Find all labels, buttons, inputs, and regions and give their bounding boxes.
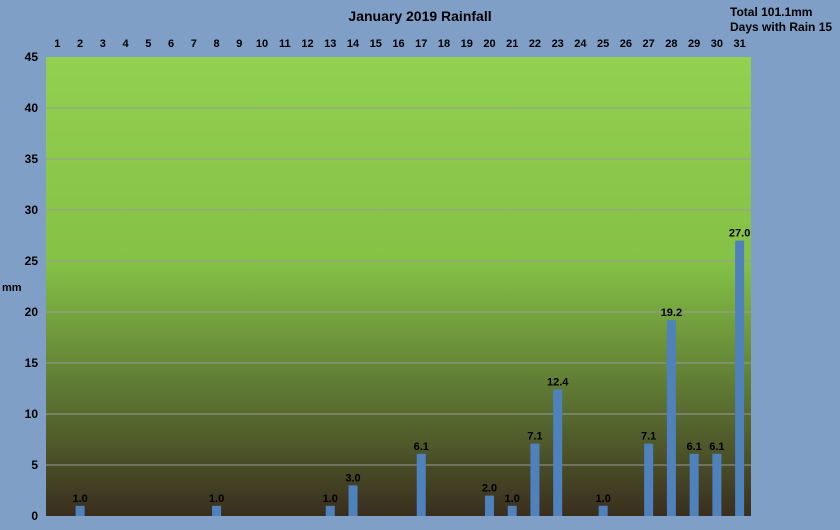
x-tick-label: 18 bbox=[438, 38, 450, 50]
x-tick-label: 28 bbox=[665, 38, 677, 50]
x-tick-label: 4 bbox=[123, 38, 130, 50]
x-tick-label: 24 bbox=[574, 38, 587, 50]
x-tick-labels: 1 2 3 4 5 6 7 8 9 10 11 12 13 14 15 16 17 18 19 20 21 22 23 24 2… bbox=[54, 38, 745, 50]
x-tick-label: 31 bbox=[734, 38, 746, 50]
bar-day-8 bbox=[212, 505, 222, 516]
data-label-day-25: 1.0 bbox=[596, 493, 611, 505]
x-tick-label: 11 bbox=[279, 38, 291, 50]
y-tick-label: 45 bbox=[25, 50, 39, 64]
data-label-day-31: 27.0 bbox=[729, 228, 750, 240]
data-label-day-21: 1.0 bbox=[505, 493, 520, 505]
y-tick-label: 35 bbox=[25, 152, 39, 166]
x-tick-label: 21 bbox=[506, 38, 518, 50]
bar-day-20 bbox=[484, 495, 494, 516]
y-tick-label: 20 bbox=[25, 305, 39, 319]
chart-title: January 2019 Rainfall bbox=[348, 8, 491, 24]
data-label-day-13: 1.0 bbox=[323, 493, 338, 505]
x-tick-label: 7 bbox=[191, 38, 197, 50]
y-axis-label: mm bbox=[2, 282, 22, 294]
days-with-rain-label: Days with Rain 15 bbox=[730, 20, 832, 34]
bar-day-17 bbox=[416, 453, 426, 516]
bar-day-27 bbox=[644, 443, 654, 516]
x-tick-label: 5 bbox=[145, 38, 151, 50]
y-tick-label: 10 bbox=[25, 407, 39, 421]
x-tick-label: 15 bbox=[370, 38, 382, 50]
x-tick-label: 16 bbox=[392, 38, 404, 50]
data-label-day-28: 19.2 bbox=[661, 307, 682, 319]
y-tick-label: 15 bbox=[25, 356, 39, 370]
x-tick-label: 1 bbox=[54, 38, 60, 50]
y-tick-label: 40 bbox=[25, 101, 39, 115]
x-tick-label: 26 bbox=[620, 38, 632, 50]
bar-day-31 bbox=[735, 240, 745, 516]
y-tick-labels: 0 5 10 15 20 25 30 35 40 45 bbox=[25, 50, 39, 523]
x-tick-label: 23 bbox=[552, 38, 564, 50]
data-label-day-29: 6.1 bbox=[686, 441, 701, 453]
data-label-day-23: 12.4 bbox=[547, 377, 569, 389]
bar-day-25 bbox=[598, 505, 608, 516]
bar-day-29 bbox=[689, 453, 699, 516]
bar-day-21 bbox=[507, 505, 517, 516]
x-tick-label: 10 bbox=[256, 38, 268, 50]
x-tick-label: 14 bbox=[347, 38, 360, 50]
data-label-day-17: 6.1 bbox=[414, 441, 429, 453]
y-tick-label: 30 bbox=[25, 203, 39, 217]
bar-day-30 bbox=[712, 453, 722, 516]
x-tick-label: 30 bbox=[711, 38, 723, 50]
data-label-day-27: 7.1 bbox=[641, 431, 656, 443]
bar-day-22 bbox=[530, 443, 540, 516]
data-label-day-20: 2.0 bbox=[482, 483, 497, 495]
plot-area bbox=[46, 57, 751, 516]
x-tick-label: 8 bbox=[214, 38, 220, 50]
data-label-day-30: 6.1 bbox=[709, 441, 724, 453]
x-tick-label: 19 bbox=[461, 38, 473, 50]
x-tick-label: 25 bbox=[597, 38, 609, 50]
x-tick-label: 2 bbox=[77, 38, 83, 50]
total-label: Total 101.1mm bbox=[730, 5, 812, 19]
y-tick-label: 25 bbox=[25, 254, 39, 268]
x-tick-label: 27 bbox=[643, 38, 655, 50]
data-label-day-14: 3.0 bbox=[345, 472, 360, 484]
x-tick-label: 22 bbox=[529, 38, 541, 50]
bars bbox=[75, 240, 745, 516]
x-tick-label: 6 bbox=[168, 38, 174, 50]
bar-day-2 bbox=[75, 505, 85, 516]
bar-day-23 bbox=[553, 389, 563, 516]
x-tick-label: 3 bbox=[100, 38, 106, 50]
y-tick-label: 5 bbox=[31, 458, 38, 472]
data-label-day-2: 1.0 bbox=[72, 493, 87, 505]
y-tick-label: 0 bbox=[31, 509, 38, 523]
x-tick-label: 20 bbox=[483, 38, 495, 50]
bar-day-14 bbox=[348, 485, 358, 516]
bar-day-28 bbox=[666, 320, 676, 516]
bar-day-13 bbox=[325, 505, 335, 516]
data-label-day-8: 1.0 bbox=[209, 493, 224, 505]
data-labels: 1.0 1.0 1.0 3.0 6.1 2.0 1.0 7.1 12.4 1.0 7.1 19.2 6.… bbox=[72, 228, 750, 505]
x-tick-label: 9 bbox=[236, 38, 242, 50]
grid-lines bbox=[46, 107, 751, 466]
x-tick-label: 12 bbox=[301, 38, 313, 50]
x-tick-label: 17 bbox=[415, 38, 427, 50]
x-tick-label: 13 bbox=[324, 38, 336, 50]
x-tick-label: 29 bbox=[688, 38, 700, 50]
data-label-day-22: 7.1 bbox=[527, 431, 542, 443]
